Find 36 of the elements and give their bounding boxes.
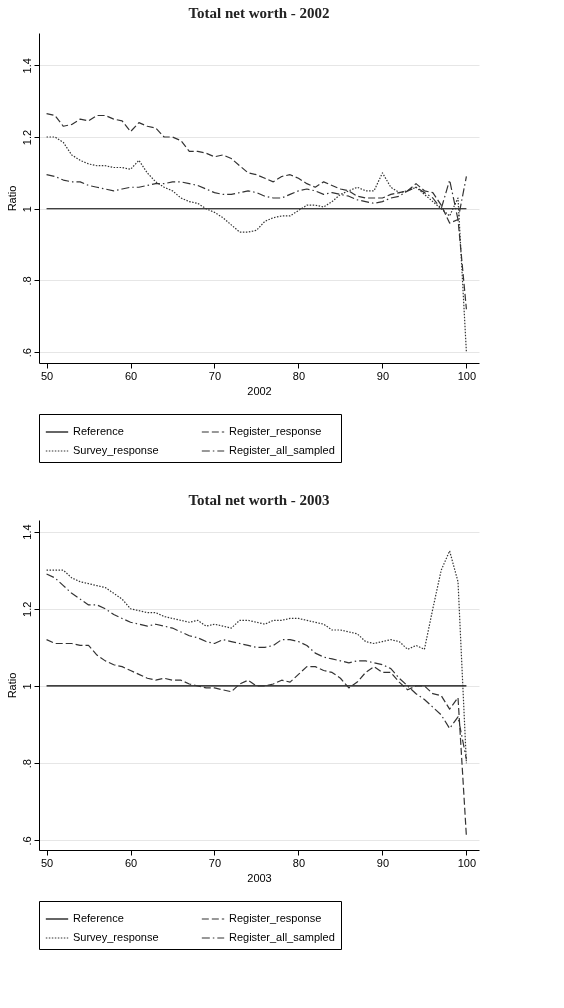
- chart-title: Total net worth - 2003: [188, 492, 330, 508]
- chart-title: Total net worth - 2002: [188, 5, 330, 21]
- y-tick-label: 1: [20, 683, 33, 690]
- x-tick-label: 80: [292, 856, 306, 869]
- x-tick-label: 100: [457, 856, 477, 869]
- y-tick-label: 1.2: [20, 129, 33, 146]
- legend-label: Register_all_sampled: [229, 444, 335, 456]
- legend-label: Survey_response: [73, 931, 159, 943]
- y-tick-label: 1.4: [20, 524, 33, 540]
- x-tick-label: 90: [376, 856, 390, 869]
- x-tick-label: 60: [124, 369, 138, 382]
- y-axis-title: Ratio: [5, 185, 18, 212]
- x-tick-label: 60: [124, 856, 138, 869]
- legend-label: Register_all_sampled: [229, 931, 335, 943]
- x-axis-title: 2002: [247, 384, 272, 397]
- x-tick-label: 50: [40, 856, 54, 869]
- y-tick-label: .6: [20, 348, 33, 358]
- y-tick-label: 1.4: [20, 58, 33, 74]
- y-tick-label: 1: [20, 206, 33, 213]
- legend-label: Register_response: [229, 912, 322, 924]
- x-tick-label: 90: [376, 369, 390, 382]
- y-axis-title: Ratio: [5, 672, 18, 699]
- x-tick-label: 70: [208, 369, 222, 382]
- legend-label: Survey_response: [73, 444, 159, 456]
- legend-label: Reference: [73, 425, 124, 437]
- x-tick-label: 70: [208, 856, 222, 869]
- x-tick-label: 100: [457, 369, 477, 382]
- y-tick-label: .8: [20, 759, 33, 769]
- x-axis-title: 2003: [247, 871, 272, 884]
- x-tick-label: 50: [40, 369, 54, 382]
- y-tick-label: .6: [20, 836, 33, 846]
- legend-label: Register_response: [229, 425, 322, 437]
- y-tick-label: 1.2: [20, 601, 33, 617]
- x-tick-label: 80: [292, 369, 306, 382]
- y-tick-label: .8: [20, 276, 33, 286]
- legend-label: Reference: [73, 912, 124, 924]
